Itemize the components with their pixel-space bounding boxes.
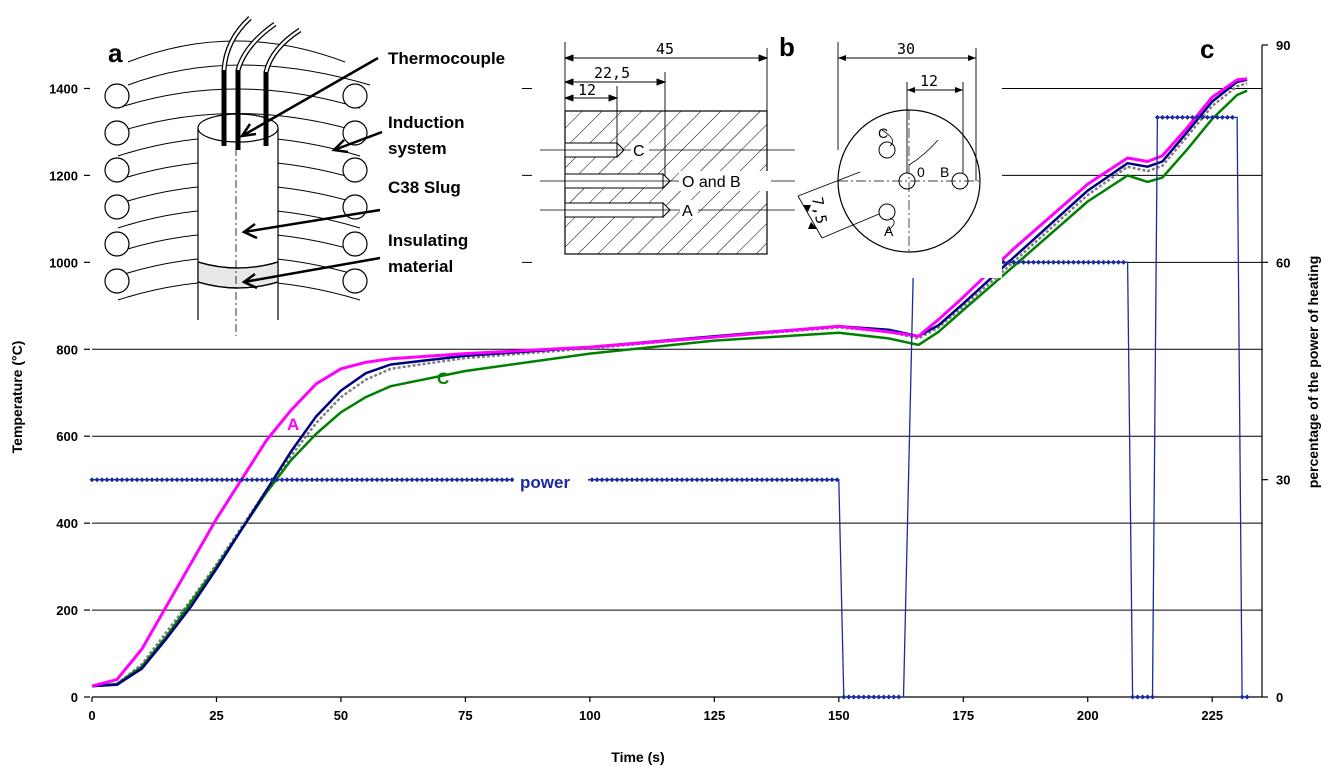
hole-b-circle <box>951 172 969 190</box>
power-markers-segment <box>1239 694 1250 700</box>
dim-12: 12 <box>578 81 596 99</box>
callout-insulating-line2: material <box>388 257 453 276</box>
y2-tick-label: 60 <box>1276 255 1290 270</box>
callout-induction-line1: Induction <box>388 113 464 132</box>
panel-a-schematic: Thermocouple Induction system C38 Slug I… <box>92 16 522 340</box>
hole-label-a: A <box>682 203 693 220</box>
axes <box>92 45 1263 698</box>
power-markers-segment <box>1130 694 1156 700</box>
x-tick-label: 125 <box>703 708 725 723</box>
circle-label-c: C <box>878 125 888 141</box>
hole-c-circle <box>878 141 896 159</box>
y-tick-label: 1000 <box>49 255 78 270</box>
hole-label-ob: O and B <box>682 174 741 191</box>
panel-label-a: a <box>108 38 123 68</box>
dim-22-5: 22,5 <box>594 64 630 82</box>
x-tick-label: 0 <box>88 708 95 723</box>
y2-tick-label: 0 <box>1276 690 1283 705</box>
hole-a-circle <box>878 203 896 221</box>
x-tick-label: 150 <box>828 708 850 723</box>
hole-label-c: C <box>633 143 645 160</box>
x-tick-label: 100 <box>579 708 601 723</box>
power-markers-segment <box>89 477 840 483</box>
y2-tick-label: 30 <box>1276 473 1290 488</box>
annotation-c: C <box>437 369 449 388</box>
y2-tick-label: 90 <box>1276 38 1290 53</box>
y-tick-labels: 0 200 400 600 800 1000 1200 1400 <box>49 81 90 705</box>
panel-label-b: b <box>779 32 795 62</box>
schematic-arrows <box>239 56 383 290</box>
dim-7-5: 7,5 <box>808 196 830 226</box>
circle-label-a: A <box>884 223 894 239</box>
annotation-a: A <box>287 415 299 434</box>
x-tick-label: 225 <box>1201 708 1223 723</box>
y-tick-label: 1400 <box>49 81 78 96</box>
series-line-power <box>92 116 1248 698</box>
end-view <box>797 42 981 253</box>
x-tick-labels: 0 25 50 75 100 125 150 175 200 225 <box>88 697 1223 723</box>
y-tick-label: 800 <box>56 342 78 357</box>
callout-insulating-line1: Insulating <box>388 231 468 250</box>
x-tick-label: 25 <box>209 708 223 723</box>
dim-12-right: 12 <box>920 72 938 90</box>
section-view: C O and B A 45 22,5 12 <box>540 40 795 255</box>
callout-thermocouple: Thermocouple <box>388 49 505 68</box>
dim-30: 30 <box>897 40 915 58</box>
power-markers-segment <box>841 694 902 700</box>
dimension-lines-left <box>563 42 769 176</box>
y-tick-label: 0 <box>71 690 78 705</box>
series-line-a <box>91 77 1248 688</box>
y-axis-title: Temperature (°C) <box>9 341 25 454</box>
coil-turns-right <box>342 83 368 294</box>
x-tick-label: 200 <box>1077 708 1099 723</box>
y2-axis-title: percentage of the power of heating <box>1305 256 1321 489</box>
y-tick-label: 600 <box>56 429 78 444</box>
coil-turns-left <box>104 83 130 294</box>
power-label-bg <box>514 471 588 493</box>
x-axis-title: Time (s) <box>611 749 664 765</box>
x-tick-label: 50 <box>334 708 348 723</box>
circle-label-o: 0 <box>917 164 925 180</box>
annotation-power: power <box>520 473 570 492</box>
circle-label-b: B <box>940 164 949 180</box>
y2-tick-labels: 0 30 60 90 <box>1262 38 1290 705</box>
x-tick-label: 175 <box>952 708 974 723</box>
power-markers-segment <box>1154 114 1235 120</box>
y-tick-label: 200 <box>56 603 78 618</box>
thermocouple-wires <box>221 16 302 150</box>
callout-slug: C38 Slug <box>388 178 461 197</box>
slug-cylinder <box>197 100 279 336</box>
y-tick-label: 1200 <box>49 168 78 183</box>
panel-label-c: c <box>1200 34 1214 64</box>
panel-b-drawing: C O and B A 45 22,5 12 <box>532 38 1002 278</box>
callout-induction-line2: system <box>388 139 447 158</box>
y-tick-label: 400 <box>56 516 78 531</box>
x-tick-label: 75 <box>458 708 472 723</box>
series-line-c <box>91 89 1248 688</box>
dim-45: 45 <box>656 40 674 58</box>
